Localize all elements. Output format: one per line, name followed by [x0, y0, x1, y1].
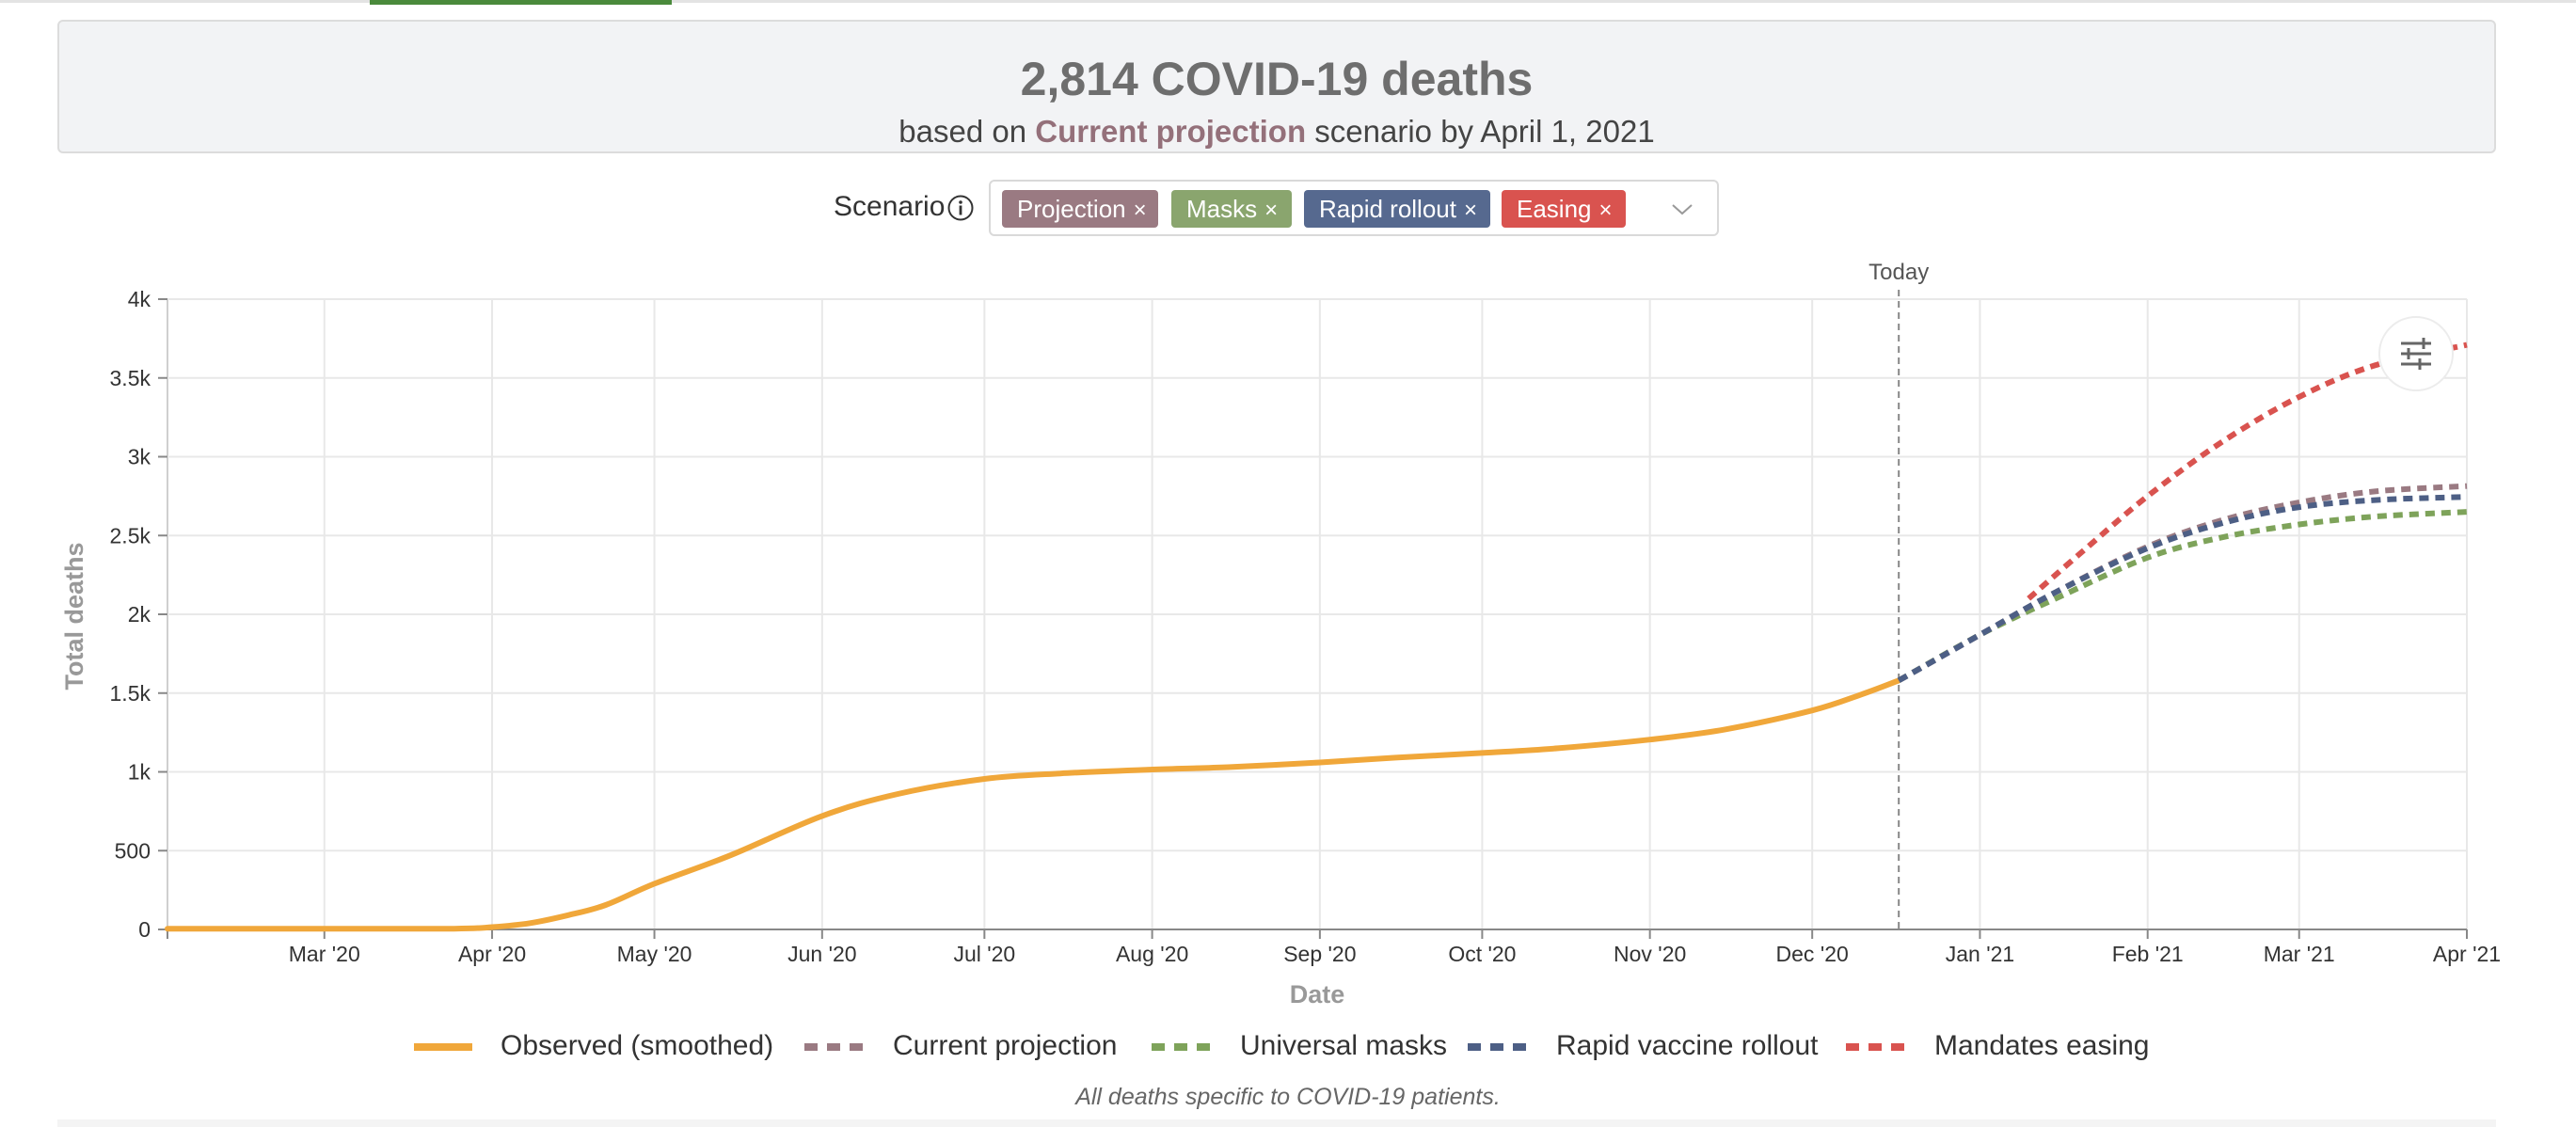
legend-swatch: [414, 1043, 472, 1051]
scenario-tag-projection[interactable]: Projection ×: [1002, 190, 1158, 228]
y-tick-label: 4k: [128, 287, 151, 311]
y-tick-label: 1.5k: [110, 681, 151, 706]
legend-label: Rapid vaccine rollout: [1556, 1030, 1819, 1061]
x-tick-label: May '20: [617, 942, 692, 966]
series-line-universal-masks: [1897, 509, 2468, 683]
series-line-rapid-vaccine-rollout: [1897, 494, 2468, 683]
x-tick-label: Apr '20: [458, 942, 526, 966]
x-tick-label: Jul '20: [953, 942, 1015, 966]
scenario-label: Scenario: [834, 191, 946, 222]
y-tick-label: 0: [138, 917, 151, 942]
legend-label: Mandates easing: [1934, 1030, 2150, 1061]
bottom-strip: [57, 1119, 2496, 1127]
x-tick-label: Oct '20: [1448, 942, 1516, 966]
today-label: Today: [1868, 260, 1929, 285]
x-axis-title: Date: [1290, 980, 1345, 1008]
tag-label: Projection: [1017, 195, 1126, 223]
tag-label: Rapid rollout: [1319, 195, 1456, 223]
chart-grid: [167, 298, 2468, 929]
x-tick-label: Mar '20: [289, 942, 360, 966]
x-axis-ticks: Mar '20 Apr '20 May '20 Jun '20 Jul '20 Aug '…: [167, 929, 2501, 966]
scenario-tag-masks[interactable]: Masks ×: [1171, 190, 1292, 228]
remove-tag-icon[interactable]: ×: [1598, 198, 1613, 223]
x-tick-label: Aug '20: [1116, 942, 1188, 966]
x-tick-label: Feb '21: [2112, 942, 2184, 966]
y-tick-label: 2k: [128, 602, 151, 627]
x-tick-label: Nov '20: [1614, 942, 1686, 966]
y-tick-label: 3k: [128, 445, 151, 469]
y-axis-title: Total deaths: [60, 542, 88, 690]
x-tick-label: Sep '20: [1283, 942, 1356, 966]
x-tick-label: Mar '21: [2264, 942, 2335, 966]
legend-label: Observed (smoothed): [501, 1030, 774, 1061]
y-tick-label: 3.5k: [110, 366, 151, 390]
scenario-name-link[interactable]: Current projection: [1035, 114, 1307, 149]
y-tick-label: 500: [115, 838, 151, 863]
series-line-observed-smoothed: [165, 677, 1902, 932]
legend-swatch: [1152, 1043, 1210, 1051]
top-divider: [0, 0, 2576, 3]
active-tab-indicator: [370, 0, 672, 5]
chart-series: [165, 341, 2468, 932]
remove-tag-icon[interactable]: ×: [1133, 198, 1147, 223]
tag-label: Masks: [1186, 195, 1258, 223]
remove-tag-icon[interactable]: ×: [1264, 198, 1279, 223]
scenario-tag-easing[interactable]: Easing ×: [1502, 190, 1626, 228]
x-tick-label: Apr '21: [2433, 942, 2501, 966]
x-tick-label: Dec '20: [1776, 942, 1849, 966]
tag-label: Easing: [1517, 195, 1592, 223]
info-circle-icon[interactable]: [946, 193, 976, 223]
legend-swatch: [1468, 1043, 1526, 1051]
y-tick-label: 2.5k: [110, 523, 151, 548]
death-total-headline: 2,814 COVID-19 deaths: [1020, 53, 1534, 105]
summary-card: 2,814 COVID-19 deaths based on Current p…: [57, 20, 2496, 153]
x-tick-label: Jan '21: [1946, 942, 2014, 966]
y-axis-ticks: 0 500 1k 1.5k 2k 2.5k 3k 3.5k 4k: [110, 287, 167, 942]
sliders-icon: [2401, 338, 2431, 370]
x-tick-label: Jun '20: [787, 942, 856, 966]
series-line-mandates-easing: [2027, 341, 2468, 601]
scenario-subline: based on Current projection scenario by …: [59, 114, 2494, 149]
subline-suffix: scenario by April 1, 2021: [1314, 114, 1655, 149]
legend-swatch: [804, 1043, 863, 1051]
chart-settings-button[interactable]: [2378, 316, 2454, 391]
legend-label: Current projection: [893, 1030, 1118, 1061]
remove-tag-icon[interactable]: ×: [1463, 198, 1477, 223]
scenario-tag-rapid-rollout[interactable]: Rapid rollout ×: [1304, 190, 1490, 228]
legend-swatch: [1846, 1043, 1904, 1051]
y-tick-label: 1k: [128, 760, 151, 785]
chart-footnote: All deaths specific to COVID-19 patients…: [1075, 1084, 1501, 1110]
chevron-down-icon[interactable]: [1670, 198, 1694, 219]
scenario-multiselect[interactable]: Projection × Masks × Rapid rollout × Easing…: [989, 180, 1719, 236]
legend-label: Universal masks: [1240, 1030, 1448, 1061]
subline-prefix: based on: [898, 114, 1027, 149]
